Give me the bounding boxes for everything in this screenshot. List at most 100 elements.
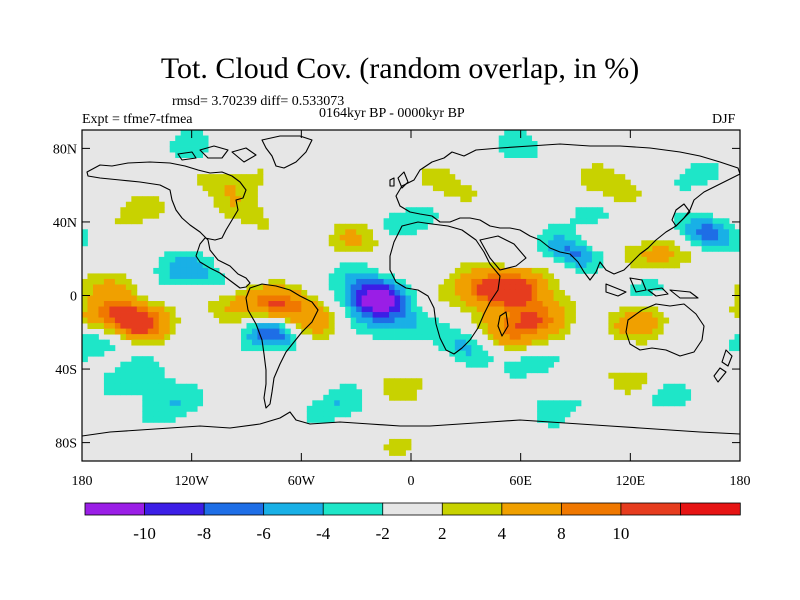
field-cell bbox=[416, 378, 423, 385]
field-cell bbox=[559, 251, 565, 258]
field-cell bbox=[389, 273, 395, 280]
field-cell bbox=[356, 405, 363, 412]
field-cell bbox=[608, 179, 615, 186]
field-cell bbox=[400, 295, 406, 302]
field-cell bbox=[685, 212, 692, 219]
field-cell bbox=[230, 190, 236, 197]
field-cell bbox=[515, 152, 522, 158]
field-cell bbox=[465, 273, 472, 280]
field-cell bbox=[257, 218, 264, 225]
field-cell bbox=[531, 328, 538, 335]
field-cell bbox=[405, 312, 412, 318]
field-cell bbox=[251, 284, 258, 291]
field-cell bbox=[570, 218, 576, 225]
field-cell bbox=[465, 289, 472, 296]
field-cell bbox=[663, 256, 670, 263]
field-cell bbox=[350, 273, 357, 280]
field-cell bbox=[635, 378, 642, 385]
field-cell bbox=[718, 234, 724, 241]
field-cell bbox=[153, 383, 160, 390]
field-cell bbox=[114, 312, 121, 318]
field-cell bbox=[197, 135, 204, 142]
colorbar-swatch bbox=[441, 502, 503, 516]
colorbar-swatch bbox=[382, 502, 443, 516]
field-cell bbox=[542, 411, 549, 418]
field-cell bbox=[246, 301, 253, 307]
field-cell bbox=[147, 400, 154, 407]
field-cell bbox=[361, 234, 368, 241]
field-cell bbox=[339, 389, 346, 396]
field-cell bbox=[734, 306, 740, 313]
field-cell bbox=[213, 273, 220, 280]
field-cell bbox=[487, 323, 494, 329]
field-cell bbox=[608, 328, 615, 335]
field-cell bbox=[411, 301, 417, 307]
field-cell bbox=[531, 152, 538, 158]
field-cell bbox=[443, 168, 450, 175]
field-cell bbox=[405, 323, 412, 329]
field-cell bbox=[493, 334, 500, 341]
field-cell bbox=[125, 372, 132, 379]
field-cell bbox=[537, 312, 543, 318]
field-cell bbox=[553, 245, 560, 252]
field-cell bbox=[674, 394, 681, 401]
field-cell bbox=[142, 212, 149, 219]
field-cell bbox=[454, 289, 461, 296]
field-cell bbox=[498, 278, 505, 285]
field-cell bbox=[136, 339, 143, 346]
field-cell bbox=[454, 190, 461, 197]
field-cell bbox=[328, 240, 335, 247]
field-cell bbox=[191, 267, 198, 274]
field-cell bbox=[279, 278, 286, 285]
field-cell bbox=[372, 328, 379, 335]
field-cell bbox=[82, 229, 88, 236]
field-cell bbox=[438, 339, 445, 346]
field-cell bbox=[246, 312, 253, 318]
field-cell bbox=[186, 262, 193, 269]
lat-tick-label: 40S bbox=[55, 363, 77, 378]
field-cell bbox=[219, 174, 225, 181]
field-cell bbox=[504, 367, 511, 374]
field-cell bbox=[246, 190, 253, 197]
field-cell bbox=[515, 306, 522, 313]
field-cell bbox=[613, 372, 620, 379]
field-cell bbox=[103, 312, 110, 318]
field-cell bbox=[663, 389, 670, 396]
field-cell bbox=[449, 278, 456, 285]
field-cell bbox=[367, 229, 374, 236]
field-cell bbox=[312, 295, 319, 302]
field-cell bbox=[224, 306, 231, 313]
field-cell bbox=[619, 174, 626, 181]
field-cell bbox=[696, 234, 703, 241]
field-cell bbox=[548, 317, 554, 324]
field-cell bbox=[120, 367, 127, 374]
field-cell bbox=[175, 389, 182, 396]
field-cell bbox=[268, 289, 275, 296]
field-cell bbox=[394, 334, 401, 341]
field-cell bbox=[526, 356, 533, 363]
field-cell bbox=[131, 301, 138, 307]
field-cell bbox=[537, 411, 543, 418]
field-cell bbox=[345, 295, 352, 302]
field-cell bbox=[734, 229, 740, 236]
field-cell bbox=[394, 323, 401, 329]
field-cell bbox=[526, 295, 533, 302]
field-cell bbox=[679, 179, 686, 186]
field-cell bbox=[646, 240, 653, 247]
field-cell bbox=[251, 289, 258, 296]
field-cell bbox=[487, 267, 494, 274]
field-cell bbox=[389, 438, 395, 445]
field-cell bbox=[345, 411, 352, 418]
field-cell bbox=[328, 284, 335, 291]
field-cell bbox=[509, 372, 516, 379]
field-cell bbox=[652, 240, 659, 247]
field-cell bbox=[586, 174, 593, 181]
field-cell bbox=[613, 317, 620, 324]
field-cell bbox=[542, 317, 549, 324]
field-cell bbox=[602, 190, 609, 197]
field-cell bbox=[471, 289, 478, 296]
lon-tick-label: 120E bbox=[616, 474, 646, 489]
field-cell bbox=[230, 312, 236, 318]
field-cell bbox=[306, 405, 313, 412]
field-cell bbox=[251, 190, 258, 197]
